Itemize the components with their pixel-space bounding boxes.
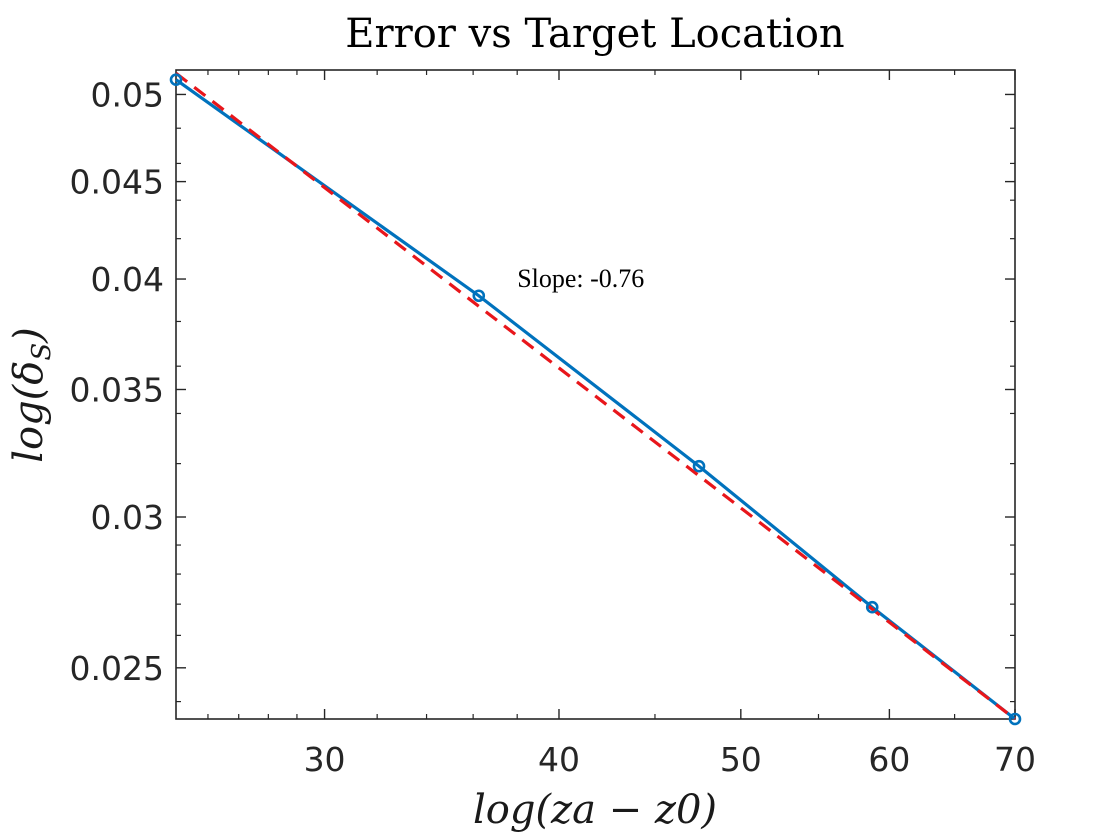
data-line (175, 78, 1016, 721)
y-tick-label: 0.025 (70, 649, 164, 688)
y-tick-label: 0.03 (91, 498, 164, 537)
chart-title: Error vs Target Location (345, 11, 844, 57)
y-axis-label: log(δS) (6, 327, 57, 463)
y-tick-label: 0.05 (91, 75, 164, 114)
data-point (169, 73, 183, 86)
x-tick-label: 50 (720, 740, 762, 779)
y-tick-label: 0.045 (70, 163, 164, 202)
y-tick-label: 0.04 (91, 260, 164, 299)
data-point (472, 289, 486, 303)
x-tick-label: 70 (994, 740, 1036, 779)
slope-annotation: Slope: -0.76 (517, 264, 644, 293)
plot-area: 30 40 50 60 70 0.025 0.03 0.035 0.04 0.045 0.05 Slo… (70, 69, 1036, 779)
x-tick-label: 30 (304, 740, 346, 779)
x-axis-label: log(za − z0) (473, 787, 717, 833)
x-tick-label: 60 (868, 740, 910, 779)
data-point (1008, 712, 1022, 726)
data-point (865, 600, 879, 614)
x-tick-label: 40 (538, 740, 580, 779)
data-point (692, 459, 706, 473)
y-tick-label: 0.035 (70, 370, 164, 409)
